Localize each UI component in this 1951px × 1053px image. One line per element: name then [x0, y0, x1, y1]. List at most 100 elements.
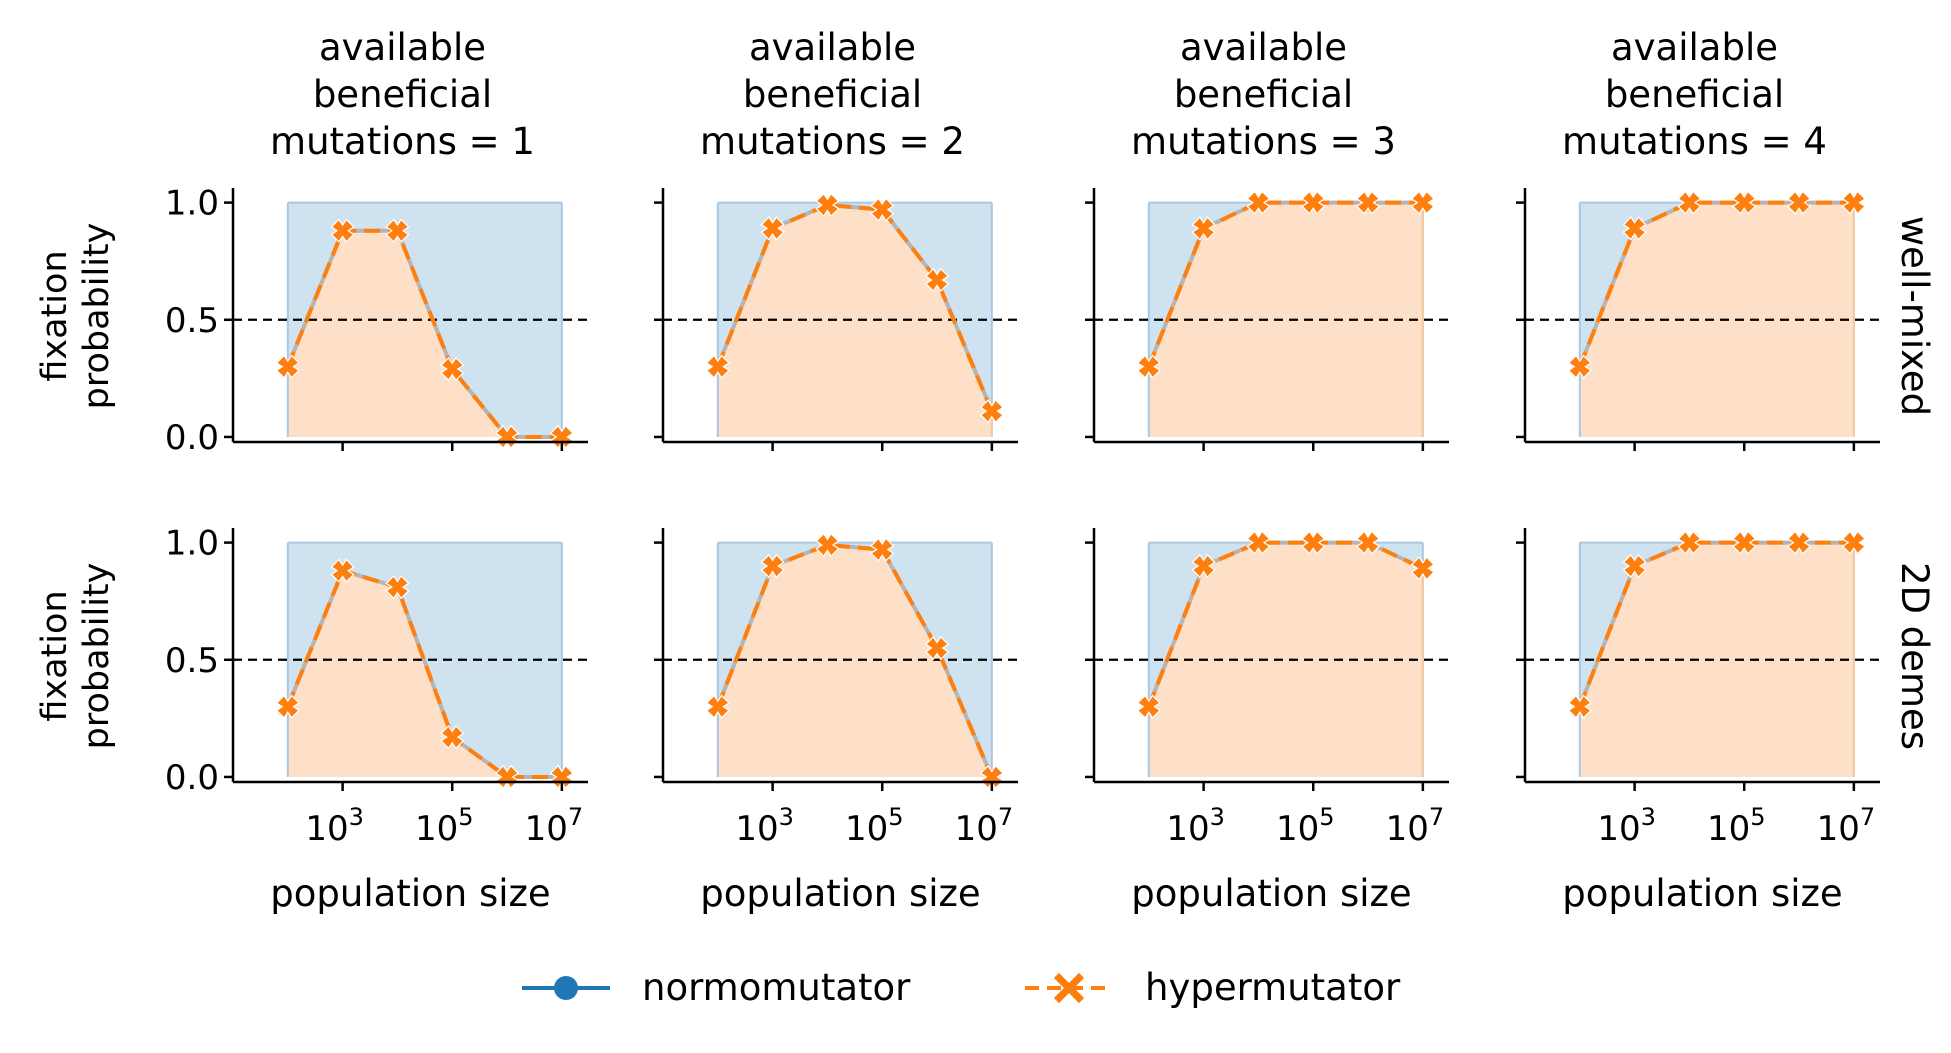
hypermutator-point: [705, 694, 730, 719]
hypermutator-point: [440, 724, 465, 750]
hypermutator-point: [1191, 553, 1216, 579]
hypermutator-point: [1410, 556, 1436, 581]
hypermutator-point: [1301, 190, 1326, 215]
row-label: well-mixed: [1893, 216, 1936, 416]
hypermutator-point: [1732, 190, 1757, 215]
x-tick-label: 105: [415, 803, 474, 849]
hypermutator-area: [1148, 542, 1423, 777]
x-tick-label: 107: [955, 803, 1014, 849]
column-title-line: beneficial: [313, 73, 492, 116]
y-tick-label: 0.5: [165, 301, 219, 341]
column-title-line: available: [1611, 26, 1778, 69]
hypermutator-point: [440, 356, 465, 382]
hypermutator-point: [979, 399, 1005, 424]
y-tick-label: 0.0: [165, 418, 219, 458]
hypermutator-area: [717, 544, 992, 777]
hypermutator-point: [1622, 553, 1647, 579]
column-title-line: available: [749, 26, 916, 69]
y-axis-label-line1: fixation: [35, 590, 75, 721]
hypermutator-area: [1148, 202, 1423, 437]
column-title-line: beneficial: [1174, 73, 1353, 116]
hypermutator-point: [1677, 530, 1702, 555]
hypermutator-point: [1191, 216, 1216, 241]
column-title-line: mutations = 4: [1562, 120, 1827, 163]
x-tick-label: 107: [1386, 803, 1445, 849]
x-axis-label: population size: [700, 872, 980, 915]
hypermutator-point: [1136, 354, 1161, 379]
hypermutator-point: [1355, 190, 1381, 215]
hypermutator-point: [385, 218, 410, 243]
hypermutator-point: [815, 532, 840, 558]
y-tick-label: 1.0: [165, 184, 219, 224]
y-axis-label-line1: fixation: [35, 250, 75, 381]
hypermutator-point: [1622, 216, 1647, 241]
hypermutator-point: [1732, 530, 1757, 555]
hypermutator-line: [1146, 540, 1424, 708]
hypermutator-point: [1246, 530, 1271, 555]
y-axis-label-line2: probability: [77, 563, 117, 750]
legend: normomutator hypermutator: [522, 966, 1401, 1009]
hypermutator-area: [1579, 202, 1854, 437]
x-tick-label: 105: [1707, 803, 1766, 849]
column-title-line: mutations = 3: [1131, 120, 1396, 163]
hypermutator-point: [870, 197, 895, 222]
x-tick-label: 105: [845, 803, 904, 849]
x-tick-label: 107: [525, 803, 584, 849]
hypermutator-area: [287, 570, 562, 777]
hypermutator-point: [1567, 354, 1592, 379]
x-tick-label: 107: [1817, 803, 1876, 849]
legend-hypermutator-marker: [1053, 972, 1085, 1004]
hypermutator-point: [1786, 530, 1812, 555]
row-label: 2D demes: [1893, 562, 1936, 750]
hypermutator-point: [1841, 530, 1867, 555]
hypermutator-point: [1301, 530, 1326, 555]
hypermutator-area: [287, 230, 562, 437]
hypermutator-point: [760, 216, 785, 241]
y-tick-label: 1.0: [165, 524, 219, 564]
hypermutator-point: [330, 558, 355, 583]
hypermutator-line: [715, 202, 994, 412]
hypermutator-line: [285, 568, 562, 779]
hypermutator-point: [870, 537, 895, 562]
hypermutator-point: [760, 553, 785, 579]
hypermutator-point: [1246, 190, 1271, 215]
y-tick-label: 0.5: [165, 641, 219, 681]
hypermutator-line: [285, 228, 562, 439]
legend-hypermutator-label: hypermutator: [1145, 966, 1401, 1009]
hypermutator-line: [1146, 200, 1423, 368]
hypermutator-area: [1579, 542, 1854, 777]
hypermutator-point: [1136, 694, 1161, 719]
panel-well-mixed-mut1: 0.0 0.5 1.0 fixation probability availableben…: [35, 26, 588, 458]
x-tick-label: 103: [1166, 803, 1225, 849]
panel-2d-demes-mut2: 103 105 107 population size: [654, 528, 1018, 915]
column-title-line: beneficial: [743, 73, 922, 116]
hypermutator-line: [715, 542, 994, 778]
x-tick-label: 103: [1597, 803, 1656, 849]
column-title-line: available: [319, 26, 486, 69]
hypermutator-line: [1577, 540, 1854, 708]
hypermutator-point: [1567, 694, 1592, 719]
hypermutator-point: [275, 694, 300, 719]
y-tick-label: 0.0: [165, 758, 219, 798]
column-title-line: available: [1180, 26, 1347, 69]
hypermutator-line: [1577, 200, 1854, 368]
x-tick-label: 105: [1276, 803, 1335, 849]
x-axis-label: population size: [1562, 872, 1842, 915]
panel-2d-demes-mut4: 103 105 107 population size 2D demes: [1516, 528, 1936, 915]
column-title-line: beneficial: [1605, 73, 1784, 116]
hypermutator-point: [815, 192, 840, 218]
hypermutator-point: [1355, 530, 1381, 555]
hypermutator-point: [1410, 190, 1436, 215]
x-axis-label: population size: [1131, 872, 1411, 915]
x-tick-label: 103: [735, 803, 794, 849]
hypermutator-point: [385, 574, 410, 600]
hypermutator-point: [330, 218, 355, 243]
panel-2d-demes-mut1: 0.0 0.5 1.0 103 105 107 population size fixatio…: [35, 524, 588, 915]
hypermutator-point: [924, 267, 950, 293]
hypermutator-point: [1786, 190, 1812, 215]
column-title-line: mutations = 2: [700, 120, 965, 163]
